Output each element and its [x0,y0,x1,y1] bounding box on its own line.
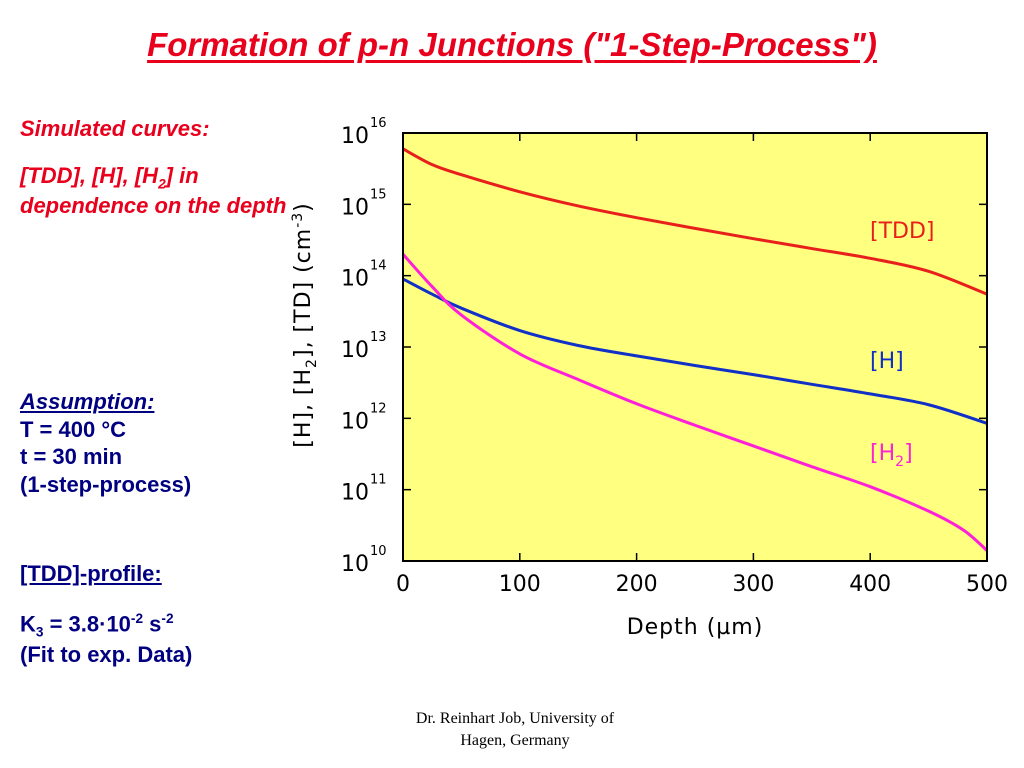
assumption-heading: Assumption: [20,389,155,414]
series-label-tdd: [TDD] [870,219,935,244]
x-tick-label: 0 [396,572,410,597]
assumption-block: Assumption: T = 400 °C t = 30 min (1-ste… [20,388,191,498]
simulated-curves-heading: Simulated curves: [20,116,210,141]
ylabel-part3: ) [291,202,316,212]
x-tick-label: 300 [732,572,774,597]
assumption-temperature: T = 400 °C [20,416,127,442]
k3-block: K3 = 3.8·10-2 s-2 (Fit to exp. Data) [20,610,192,668]
series-line-h2 [401,253,989,552]
ylabel-part2: ], [TD] (cm [291,228,316,358]
footer-line2: Hagen, Germany [460,732,570,750]
y-tick-label-base: 10 [341,124,369,149]
ylabel-part1: [H], [H [291,368,316,448]
h2-label-sub: 2 [895,454,904,470]
y-tick-label-exponent: 14 [370,259,387,274]
x-tick-label: 500 [966,572,1008,597]
plot-frame [402,132,988,562]
y-tick-label-base: 10 [341,267,369,292]
ylabel-sub: 2 [304,358,320,368]
series-label-h: [H] [870,349,904,374]
sim-text-part2: ] in dependence on the depth [20,163,287,219]
footer-line1: Dr. Reinhart Job, University of [415,710,615,727]
y-tick-label-exponent: 12 [370,401,387,416]
k3-formula: K3 = 3.8·10-2 s-2 [20,610,192,641]
h2-label-prefix: [H [870,441,895,466]
k3-value: = 3.8·10 [43,611,131,637]
simulated-curves-text: [TDD], [H], [H2] in dependence on the de… [20,162,295,220]
sim-text-sub: 2 [158,176,166,192]
y-tick-label-base: 10 [341,195,369,220]
series-line-tdd [402,147,988,296]
y-tick-label-exponent: 16 [370,116,387,131]
x-tick-label: 100 [499,572,541,597]
y-tick-label-base: 10 [341,552,369,577]
x-tick-label: 400 [849,572,891,597]
k3-exp: -2 [130,611,144,626]
y-tick-label-base: 10 [341,481,369,506]
footer-credit: Dr. Reinhart Job, University of Hagen, G… [355,708,675,753]
y-tick-label-exponent: 11 [370,473,387,488]
series-lines [401,147,989,552]
k3-note: (Fit to exp. Data) [20,641,193,667]
k3-unit: s [143,611,162,637]
series-line-h [402,277,988,425]
assumption-process: (1-step-process) [20,471,192,497]
slide-title: Formation of p-n Junctions ("1-Step-Proc… [147,26,877,63]
plot-area [403,133,987,561]
y-axis-label: [H], [H2], [TD] (cm-3) [290,202,320,448]
k3-unit-exp: -2 [161,611,174,626]
x-tick-label: 200 [616,572,658,597]
ylabel-sup: -3 [290,212,306,228]
assumption-time: t = 30 min [20,444,123,469]
x-tick-labels: 0 100 200 300 400 500 [396,572,1008,597]
h2-label-suffix: ] [904,441,913,466]
tdd-profile-heading: [TDD]-profile: [20,561,162,586]
series-label-h2: [H2] [870,441,913,470]
y-tick-label-base: 10 [341,409,369,434]
y-tick-label-exponent: 15 [370,187,387,202]
y-tick-label-exponent: 13 [370,330,387,345]
sim-text-part1: [TDD], [H], [H [20,163,159,188]
k3-sub: 3 [35,624,44,640]
x-axis-label: Depth (µm) [627,615,764,640]
k3-symbol: K [20,611,36,637]
y-tick-label-base: 10 [341,338,369,363]
y-tick-label-exponent: 10 [370,544,387,559]
